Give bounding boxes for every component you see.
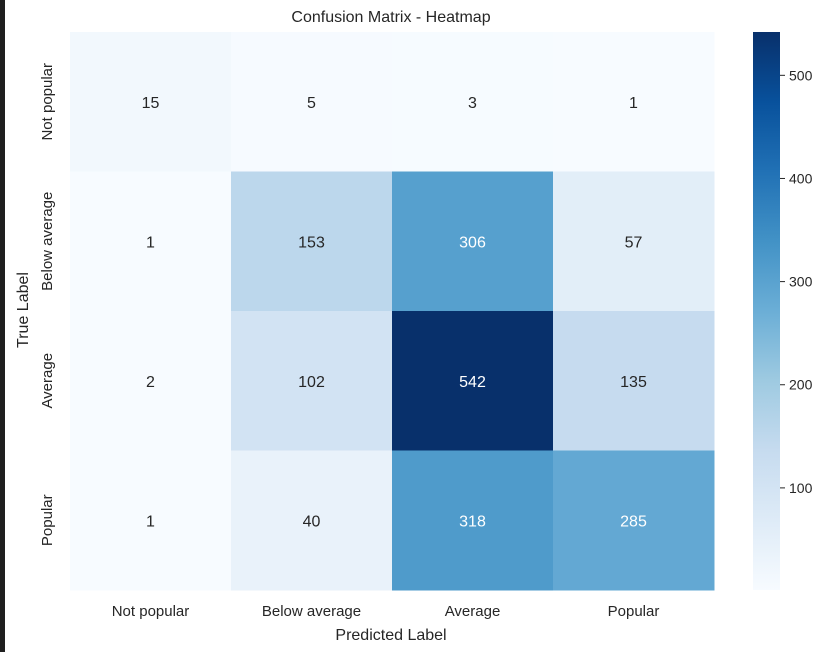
cell-value-label: 5 — [307, 95, 316, 112]
cell-value-label: 285 — [620, 513, 647, 530]
cell-value-label: 318 — [459, 513, 486, 530]
heatmap-cell — [392, 32, 554, 172]
colorbar-tick-label: 400 — [789, 170, 813, 186]
cell-value-label: 3 — [468, 95, 477, 112]
heatmap-cells — [70, 32, 715, 591]
cell-value-label: 153 — [298, 234, 325, 251]
y-tick-label: Below average — [39, 192, 56, 291]
heatmap-cell — [553, 171, 715, 312]
heatmap-cell — [231, 450, 393, 591]
heatmap-cell — [70, 32, 232, 172]
colorbar-tick-label: 200 — [789, 377, 813, 393]
cell-value-label: 102 — [298, 374, 325, 391]
heatmap-cell — [553, 32, 715, 172]
x-tick-label: Average — [445, 603, 501, 620]
cell-value-label: 57 — [625, 234, 643, 251]
cell-value-label: 1 — [146, 513, 155, 530]
heatmap-cell — [231, 311, 393, 451]
heatmap-cell — [70, 450, 232, 591]
y-axis-label: True Label — [15, 272, 32, 348]
x-axis-label: Predicted Label — [335, 627, 446, 644]
heatmap-cell-labels: 15 5 3 1 1 153 306 57 2 102 542 135 1 40 318 285 — [142, 95, 647, 531]
heatmap-cell — [70, 311, 232, 451]
cell-value-label: 15 — [142, 95, 160, 112]
heatmap-cell — [392, 311, 554, 451]
colorbar-tick-label: 500 — [789, 67, 813, 83]
colorbar-tick-label: 300 — [789, 274, 813, 290]
heatmap-cell — [392, 450, 554, 591]
heatmap-cell — [70, 171, 232, 312]
colorbar-ticks: 100 200 300 400 500 — [780, 67, 813, 496]
x-tick-label: Below average — [262, 603, 361, 620]
heatmap-cell — [553, 450, 715, 591]
cell-value-label: 542 — [459, 374, 486, 391]
colorbar-tick-label: 100 — [789, 480, 813, 496]
cell-value-label: 2 — [146, 374, 155, 391]
heatmap-cell — [231, 32, 393, 172]
cell-value-label: 135 — [620, 374, 647, 391]
cell-value-label: 1 — [146, 234, 155, 251]
y-tick-label: Average — [39, 353, 56, 409]
y-tick-label: Popular — [39, 494, 56, 546]
window-edge — [0, 0, 5, 652]
cell-value-label: 1 — [629, 95, 638, 112]
heatmap-cell — [392, 171, 554, 312]
chart-title: Confusion Matrix - Heatmap — [291, 9, 490, 26]
cell-value-label: 306 — [459, 234, 486, 251]
x-tick-label: Not popular — [112, 603, 190, 620]
heatmap-cell — [231, 171, 393, 312]
x-tick-label: Popular — [608, 603, 660, 620]
x-axis-tick-labels: Not popular Below average Average Popular — [112, 603, 660, 620]
cell-value-label: 40 — [303, 513, 321, 530]
heatmap-cell — [553, 311, 715, 451]
y-axis-tick-labels: Not popular Below average Average Popular — [39, 63, 56, 546]
y-tick-label: Not popular — [39, 63, 56, 141]
colorbar — [753, 32, 780, 590]
